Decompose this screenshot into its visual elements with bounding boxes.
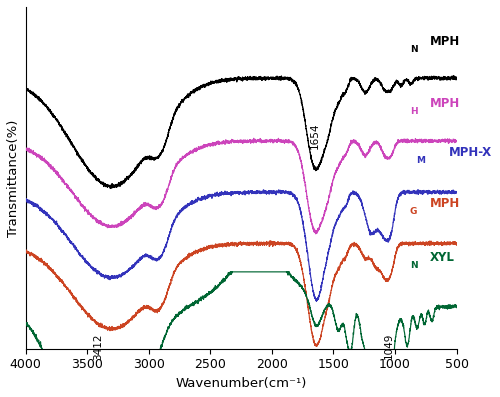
- Text: MPH-X: MPH-X: [449, 146, 492, 159]
- Text: G: G: [410, 207, 417, 216]
- X-axis label: Wavenumber(cm⁻¹): Wavenumber(cm⁻¹): [176, 377, 306, 390]
- Text: MPH: MPH: [430, 35, 460, 48]
- Text: MPH: MPH: [430, 97, 460, 110]
- Text: 1654: 1654: [310, 122, 320, 149]
- Text: XYL: XYL: [430, 251, 454, 264]
- Y-axis label: Transmittance(%): Transmittance(%): [7, 119, 20, 237]
- Text: 1049: 1049: [384, 333, 394, 360]
- Text: H: H: [410, 107, 418, 116]
- Text: N: N: [410, 44, 418, 54]
- Text: M: M: [416, 156, 426, 165]
- Text: N: N: [410, 261, 418, 270]
- Text: MPH: MPH: [430, 197, 460, 210]
- Text: 3412: 3412: [93, 333, 103, 360]
